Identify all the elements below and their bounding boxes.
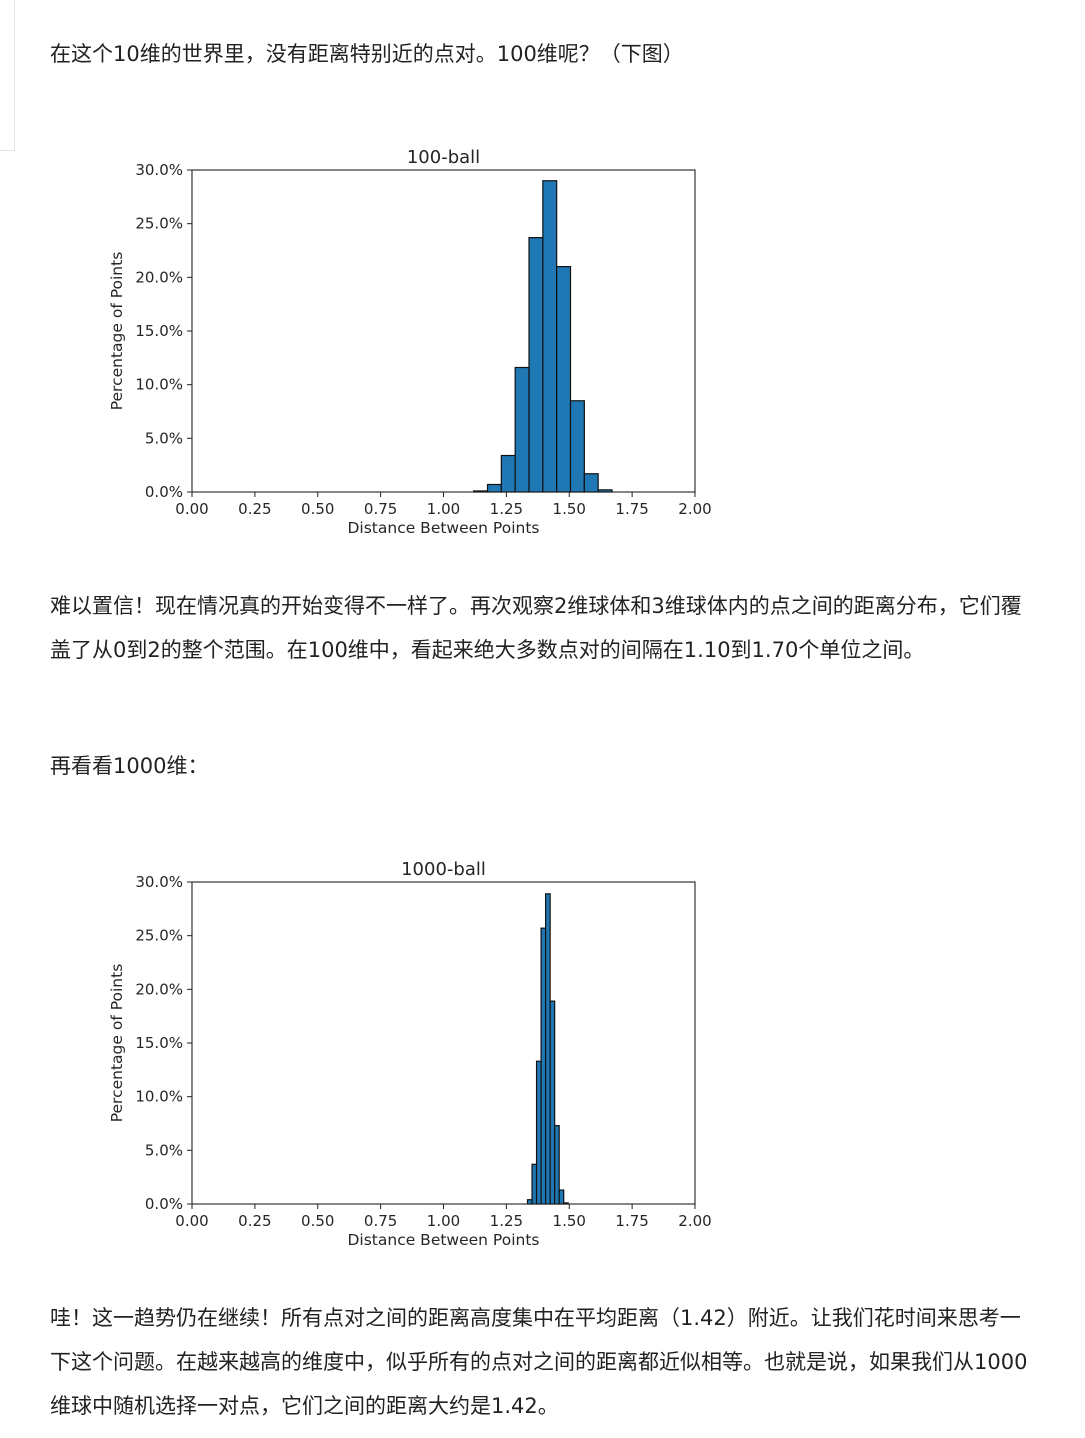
paragraph-1: 在这个10维的世界里，没有距离特别近的点对。100维呢？（下图） (50, 42, 684, 66)
chart-100-ball: 0.00 0.25 0.50 0.75 1.00 1.25 1.50 1.75 2.00 0.0%… (100, 130, 740, 550)
y-axis-label: Percentage of Points (108, 252, 126, 411)
x-tick-label: 0.50 (301, 500, 334, 518)
histogram-bar (545, 893, 551, 1205)
paragraph-3: 再看看1000维： (50, 754, 209, 778)
y-axis-label: Percentage of Points (108, 964, 126, 1123)
histogram-bar (500, 454, 516, 493)
histogram-bar (486, 483, 502, 493)
plot-frame (191, 881, 696, 1205)
y-tick-label: 20.0% (135, 268, 183, 286)
y-tick-label: 15.0% (135, 1034, 183, 1052)
x-tick-label: 1.50 (553, 500, 586, 518)
x-tick-label: 0.00 (175, 500, 208, 518)
paragraph-4: 哇！这一趋势仍在继续！所有点对之间的距离高度集中在平均距离（1.42）附近。让我… (50, 1306, 1028, 1418)
x-tick-label: 1.25 (490, 500, 523, 518)
y-tick-label: 15.0% (135, 322, 183, 340)
histogram-bar (535, 1060, 542, 1205)
histogram-bar (583, 473, 599, 493)
y-tick-label: 10.0% (135, 376, 183, 394)
x-tick-label: 0.75 (364, 1212, 397, 1230)
plot-frame (191, 169, 696, 493)
chart-1000-ball-svg: 0.00 0.25 0.50 0.75 1.00 1.25 1.50 1.75 2.00 0.0%… (108, 859, 712, 1249)
x-axis-label: Distance Between Points (347, 519, 539, 537)
x-axis-label: Distance Between Points (347, 1231, 539, 1249)
y-tick-label: 0.0% (145, 483, 183, 501)
y-tick-label: 10.0% (135, 1088, 183, 1106)
chart-1000-ball: 0.00 0.25 0.50 0.75 1.00 1.25 1.50 1.75 2.00 0.0%… (100, 842, 740, 1262)
x-tick-label: 1.75 (615, 1212, 648, 1230)
histogram-bar (569, 400, 585, 493)
x-tick-label: 1.50 (553, 1212, 586, 1230)
y-tick-label: 30.0% (135, 161, 183, 179)
x-tick-label: 0.00 (175, 1212, 208, 1230)
histogram-bar (554, 1125, 560, 1205)
x-tick-label: 0.50 (301, 1212, 334, 1230)
x-tick-label: 1.75 (615, 500, 648, 518)
x-tick-label: 2.00 (678, 500, 711, 518)
paragraph-2: 难以置信！现在情况真的开始变得不一样了。再次观察2维球体和3维球体内的点之间的距… (50, 594, 1022, 662)
x-tick-label: 1.25 (490, 1212, 523, 1230)
chart-title: 100-ball (407, 147, 480, 168)
x-tick-label: 0.25 (238, 500, 271, 518)
y-tick-label: 20.0% (135, 980, 183, 998)
histogram-bar (542, 180, 558, 493)
histogram-bar (549, 1000, 556, 1205)
histogram-bar (531, 1163, 538, 1205)
y-tick-label: 5.0% (145, 1141, 183, 1159)
x-tick-label: 0.75 (364, 500, 397, 518)
y-tick-label: 25.0% (135, 927, 183, 945)
histogram-bar (558, 1189, 565, 1205)
x-tick-label: 1.00 (427, 500, 460, 518)
histogram-bar (514, 366, 530, 493)
y-tick-label: 5.0% (145, 429, 183, 447)
y-tick-label: 30.0% (135, 873, 183, 891)
histogram-bar (528, 237, 544, 493)
sidebar-edge (0, 0, 15, 151)
y-tick-label: 25.0% (135, 215, 183, 233)
x-tick-label: 0.25 (238, 1212, 271, 1230)
histogram-bar (540, 927, 547, 1205)
x-tick-label: 1.00 (427, 1212, 460, 1230)
y-tick-label: 0.0% (145, 1195, 183, 1213)
chart-100-ball-svg: 0.00 0.25 0.50 0.75 1.00 1.25 1.50 1.75 2.00 0.0%… (108, 147, 712, 537)
chart-title: 1000-ball (401, 859, 486, 880)
histogram-bar (526, 1199, 533, 1205)
x-tick-label: 2.00 (678, 1212, 711, 1230)
histogram-bar (556, 266, 572, 493)
